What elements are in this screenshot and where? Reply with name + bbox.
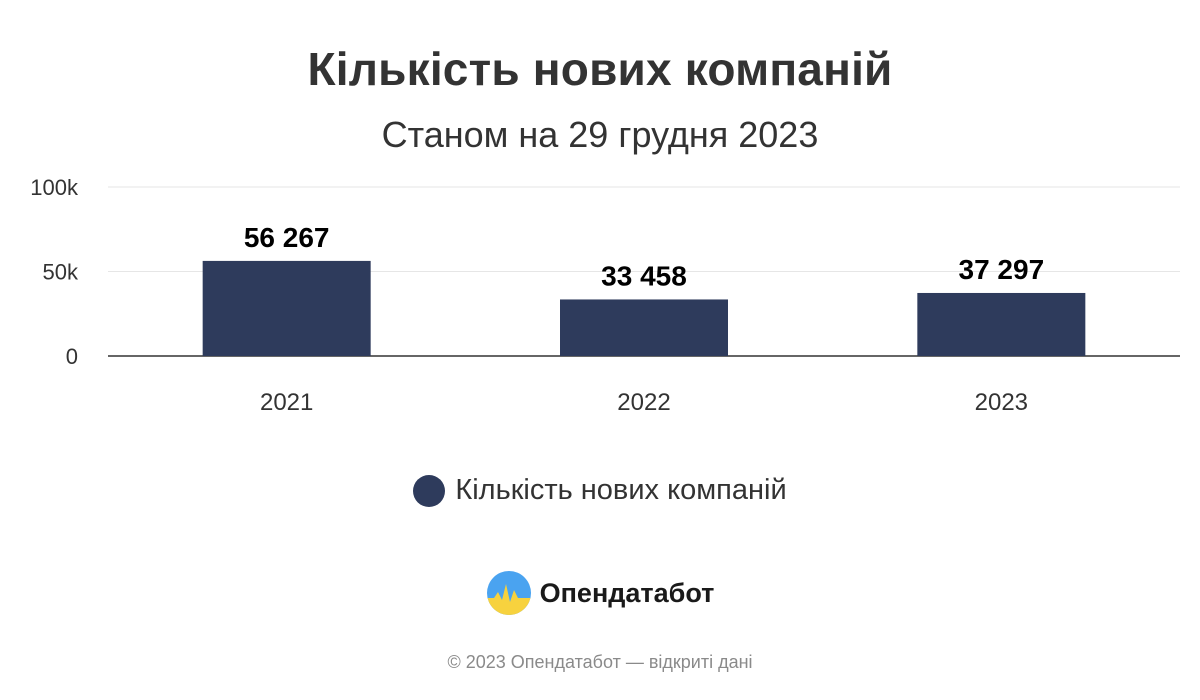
chart-subtitle: Станом на 29 грудня 2023	[381, 114, 819, 155]
bars	[202, 260, 1086, 356]
legend[interactable]: Кількість нових компаній	[0, 474, 1200, 507]
data-label: 56 267	[244, 222, 330, 253]
x-tick-label: 2021	[260, 389, 313, 416]
bar-2023	[917, 292, 1086, 356]
opendatabot-logo-icon	[486, 571, 531, 615]
legend-label: Кількість нових компаній	[455, 474, 787, 506]
legend-marker	[413, 474, 446, 507]
y-tick-label: 50k	[43, 260, 79, 285]
data-label: 37 297	[959, 254, 1045, 285]
brand: Опендатабот	[0, 570, 1200, 616]
bar-chart: 0 50k 100k 56 267 33 458 37 297 2021 2022 2023	[30, 175, 1180, 416]
footer-copyright: © 2023 Опендатабот — відкриті дані	[447, 652, 753, 672]
chart-title: Кількість нових компаній	[307, 43, 893, 95]
data-labels: 56 267 33 458 37 297	[244, 222, 1044, 292]
bar-2021	[202, 260, 371, 356]
y-tick-label: 100k	[30, 175, 79, 200]
y-axis-ticks: 0 50k 100k	[30, 175, 79, 369]
x-tick-label: 2023	[975, 389, 1028, 416]
x-tick-label: 2022	[617, 389, 670, 416]
brand-name: Опендатабот	[539, 577, 715, 608]
x-axis-ticks: 2021 2022 2023	[260, 389, 1028, 416]
bar-2022	[560, 299, 728, 356]
y-tick-label: 0	[66, 344, 78, 369]
data-label: 33 458	[601, 260, 687, 291]
